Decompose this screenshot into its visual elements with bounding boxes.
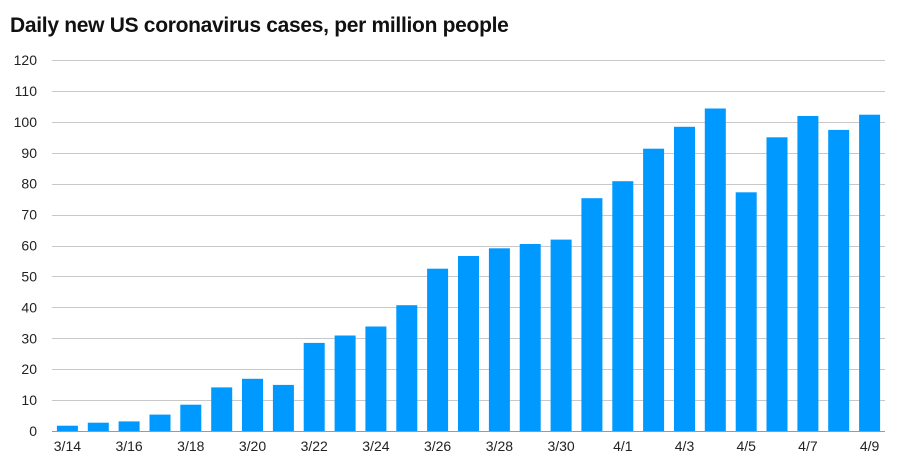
bar (704, 108, 726, 431)
y-tick-label: 50 (21, 268, 37, 284)
bar (581, 198, 603, 431)
y-axis-tick-labels: 0 10 20 30 40 50 60 70 80 90 100 110 120 (14, 52, 38, 439)
bar (458, 256, 479, 431)
bar (149, 414, 171, 431)
y-tick-label: 20 (21, 361, 37, 377)
x-tick-label: 3/28 (486, 438, 513, 454)
y-tick-label: 60 (21, 238, 37, 254)
bar (303, 342, 325, 431)
bar (427, 268, 449, 431)
bar (242, 378, 263, 431)
bar (674, 126, 695, 432)
bar (859, 114, 881, 431)
x-tick-label: 4/1 (613, 438, 633, 454)
bar (550, 239, 572, 431)
bars (56, 108, 881, 432)
bar (87, 422, 109, 431)
bar (211, 387, 233, 431)
bar (488, 248, 510, 431)
x-tick-label: 4/5 (736, 438, 756, 454)
y-tick-label: 10 (21, 392, 37, 408)
x-tick-label: 3/26 (424, 438, 451, 454)
bar (396, 305, 418, 431)
y-tick-label: 120 (14, 52, 38, 68)
y-tick-label: 110 (15, 83, 38, 99)
bar (735, 192, 757, 431)
bar (519, 244, 541, 431)
y-tick-label: 40 (21, 299, 37, 315)
x-tick-label: 3/24 (362, 438, 389, 454)
x-axis-tick-labels: 3/14 3/16 3/18 3/20 3/22 3/24 3/26 3/28 3/30 4/1 4… (54, 438, 880, 454)
x-tick-label: 3/22 (301, 438, 328, 454)
x-tick-label: 3/14 (54, 438, 81, 454)
bar (612, 181, 634, 431)
y-tick-label: 100 (14, 114, 38, 130)
x-tick-label: 4/3 (675, 438, 695, 454)
x-tick-label: 3/16 (115, 438, 142, 454)
bar (56, 425, 78, 431)
y-tick-label: 70 (21, 207, 37, 223)
y-tick-label: 30 (21, 330, 37, 346)
bar (365, 326, 387, 431)
x-tick-label: 3/20 (239, 438, 266, 454)
bar (334, 335, 356, 431)
chart-title: Daily new US coronavirus cases, per mill… (10, 14, 509, 37)
bar (272, 384, 294, 431)
bar (828, 129, 850, 431)
x-tick-label: 4/9 (860, 438, 880, 454)
y-tick-label: 90 (21, 145, 37, 161)
x-tick-label: 3/18 (177, 438, 204, 454)
bar (766, 137, 788, 432)
y-tick-label: 80 (21, 176, 37, 192)
bar (643, 148, 665, 431)
x-tick-label: 4/7 (798, 438, 818, 454)
bar (797, 116, 819, 431)
bar (118, 421, 140, 431)
bar (180, 404, 202, 431)
x-tick-label: 3/30 (547, 438, 574, 454)
y-tick-label: 0 (29, 423, 37, 439)
